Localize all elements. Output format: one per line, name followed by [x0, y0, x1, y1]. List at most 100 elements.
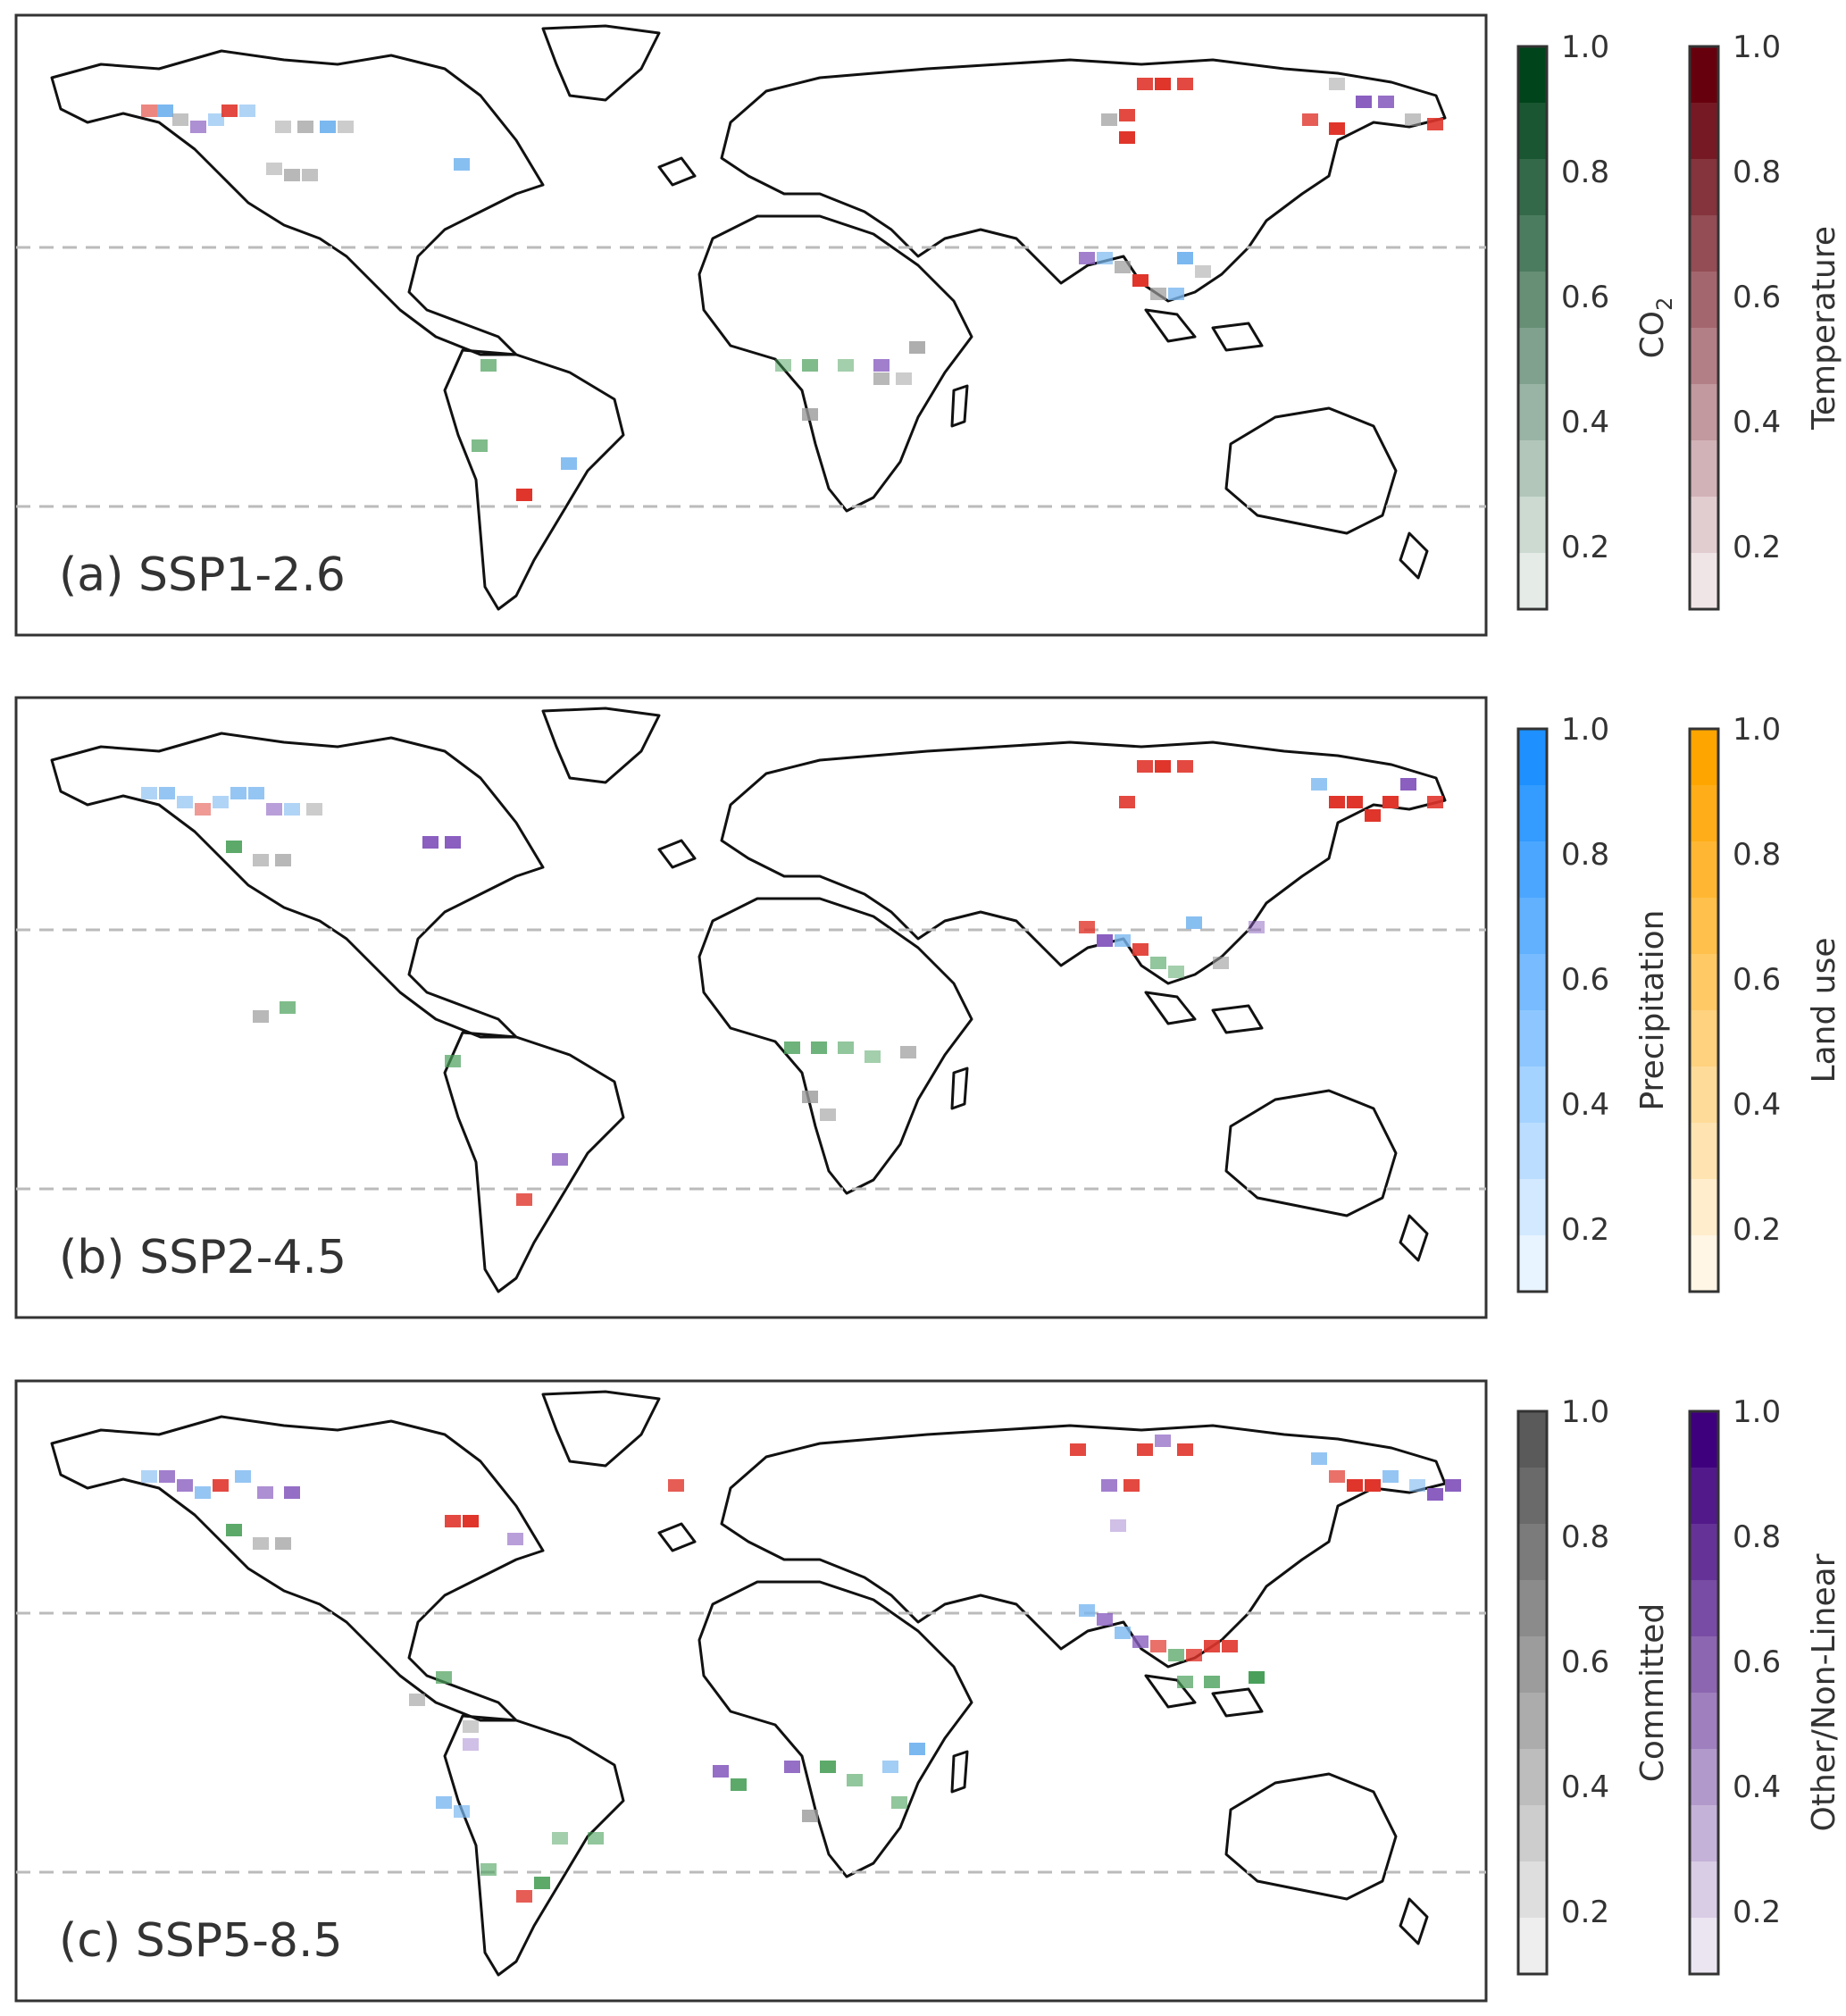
colorbar-step	[1518, 954, 1547, 1010]
grid-cell-temperature	[1177, 1443, 1193, 1456]
grid-cell-other	[873, 359, 890, 372]
grid-cell-committed	[306, 803, 322, 816]
colorbar-step	[1518, 841, 1547, 898]
colorbar-title: Committed	[1634, 1603, 1671, 1783]
grid-cell-other	[1155, 1435, 1171, 1447]
colorbar-step	[1690, 553, 1718, 609]
grid-cell-temperature	[1070, 1443, 1086, 1456]
grid-cell-committed	[338, 121, 354, 133]
map-content	[16, 1390, 1486, 1977]
grid-cell-temperature	[1347, 1479, 1363, 1492]
grid-cell-temperature	[1137, 1443, 1153, 1456]
colorbar-step	[1690, 1580, 1718, 1636]
grid-cell-other	[1400, 778, 1416, 791]
colorbar-step	[1690, 898, 1718, 954]
grid-cell-committed	[1101, 113, 1117, 126]
colorbar-tick-label: 1.0	[1561, 712, 1609, 748]
grid-cell-co2	[534, 1877, 550, 1889]
grid-cell-temperature	[1132, 274, 1149, 287]
grid-cell-precipitation	[230, 787, 246, 799]
grid-cell-precipitation	[882, 1761, 898, 1773]
map-content	[16, 24, 1486, 611]
colorbar-step	[1690, 1693, 1718, 1749]
colorbar-tick-label: 0.4	[1561, 405, 1609, 440]
grid-cell-precipitation	[1079, 1604, 1095, 1617]
grid-cell-other	[1249, 921, 1265, 933]
grid-cell-committed	[409, 1694, 425, 1706]
colorbar-tick-label: 0.6	[1561, 280, 1609, 315]
grid-cell-co2	[1168, 1649, 1184, 1661]
grid-cell-temperature	[1329, 122, 1345, 135]
grid-cell-temperature	[1155, 78, 1171, 90]
grid-cell-temperature	[1150, 1640, 1166, 1652]
grid-cell-precipitation	[284, 803, 300, 816]
colorbar-step	[1690, 103, 1718, 159]
grid-cell-co2	[480, 1863, 497, 1876]
colorbar-frame	[1516, 1410, 1549, 1976]
map-panel-2: (b) SSP2-4.5	[14, 696, 1488, 1319]
grid-cell-committed	[297, 121, 313, 133]
grid-cell-temperature	[1347, 796, 1363, 808]
grid-cell-committed	[275, 121, 291, 133]
colorbar-step	[1518, 440, 1547, 497]
colorbar-step	[1690, 1235, 1718, 1292]
colorbar-step	[1518, 1067, 1547, 1123]
grid-cell-co2	[436, 1671, 452, 1684]
colorbar-step	[1690, 1524, 1718, 1580]
grid-cell-committed	[253, 1010, 269, 1023]
colorbar-step	[1518, 1524, 1547, 1580]
grid-cell-committed	[820, 1108, 836, 1121]
grid-cell-committed	[909, 341, 925, 354]
grid-cell-precipitation	[159, 787, 175, 799]
grid-cell-other	[1378, 96, 1394, 108]
grid-cell-other	[190, 121, 206, 133]
grid-cell-co2	[891, 1796, 907, 1809]
grid-cell-precipitation	[436, 1796, 452, 1809]
colorbar-step	[1518, 785, 1547, 841]
grid-cell-precipitation	[195, 1486, 211, 1499]
grid-cell-precipitation	[320, 121, 336, 133]
colorbar-step	[1690, 440, 1718, 497]
colorbar-step	[1690, 328, 1718, 384]
grid-cell-precipitation	[213, 796, 229, 808]
grid-cell-temperature	[221, 105, 238, 117]
grid-cell-co2	[811, 1041, 827, 1054]
grid-cell-committed	[172, 113, 188, 126]
grid-cell-temperature	[1365, 1479, 1381, 1492]
grid-cell-precipitation	[1115, 934, 1131, 947]
grid-cell-precipitation	[1115, 1627, 1131, 1639]
grid-cell-other	[177, 1479, 193, 1492]
grid-cell-other	[1079, 252, 1095, 264]
grid-cell-committed	[802, 1091, 818, 1103]
colorbar-step	[1518, 1636, 1547, 1693]
grid-cell-committed	[1115, 261, 1131, 273]
colorbar-step	[1518, 497, 1547, 553]
colorbar-step	[1690, 1123, 1718, 1179]
grid-cell-temperature	[1119, 131, 1135, 144]
grid-cell-precipitation	[157, 105, 173, 117]
colorbar-step	[1518, 1861, 1547, 1918]
colorbar-step	[1690, 1749, 1718, 1805]
grid-cell-committed	[1329, 78, 1345, 90]
colorbar-step	[1690, 1636, 1718, 1693]
colorbar-step	[1690, 1010, 1718, 1067]
colorbar-step	[1518, 328, 1547, 384]
grid-cell-co2	[1177, 1676, 1193, 1688]
grid-cell-precipitation	[208, 113, 224, 126]
colorbar-tick-label: 0.4	[1561, 1087, 1609, 1123]
grid-cell-precipitation	[1409, 1479, 1425, 1492]
grid-cell-co2	[865, 1050, 881, 1063]
grid-cell-temperature	[195, 803, 211, 816]
grid-cell-committed	[266, 163, 282, 175]
colorbar-step	[1690, 1918, 1718, 1974]
colorbar-step	[1518, 1123, 1547, 1179]
grid-cell-precipitation	[1382, 1470, 1399, 1483]
grid-cell-committed	[275, 1537, 291, 1550]
colorbar-step	[1690, 215, 1718, 272]
grid-cell-temperature	[668, 1479, 684, 1492]
colorbar-tick-label: 0.6	[1733, 962, 1781, 998]
colorbar-committed: 1.0 0.8 0.6 0.4 0.2 Committed	[1516, 1394, 1671, 1976]
grid-cell-temperature	[1119, 796, 1135, 808]
colorbar-step	[1518, 384, 1547, 440]
panel-label: (b) SSP2-4.5	[59, 1231, 347, 1284]
